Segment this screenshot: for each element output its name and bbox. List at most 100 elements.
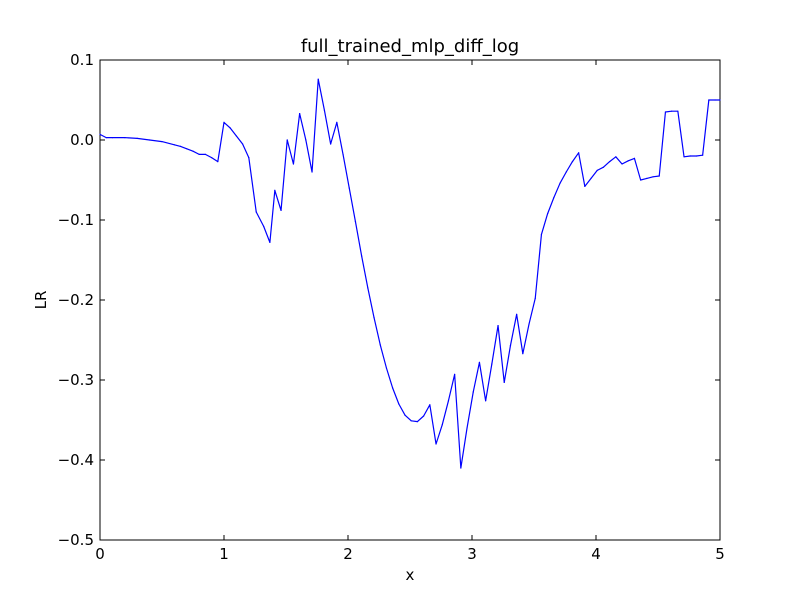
y-tick-label: −0.1 [58, 211, 94, 229]
data-point [509, 345, 512, 347]
data-point [646, 177, 648, 179]
data-point [503, 381, 505, 383]
data-point [111, 137, 113, 139]
data-point [491, 363, 493, 365]
y-tick-label: −0.3 [58, 371, 94, 389]
x-tick-label: 5 [715, 545, 725, 563]
data-point [286, 139, 288, 141]
data-point [565, 171, 567, 173]
data-point [299, 113, 301, 115]
data-point [223, 121, 225, 123]
data-point [627, 160, 629, 162]
data-point [342, 153, 344, 155]
data-point [534, 297, 536, 299]
data-point [229, 127, 231, 129]
data-point [269, 241, 271, 243]
data-point [522, 353, 524, 355]
series-line [99, 78, 720, 469]
y-tick-label: −0.5 [58, 531, 94, 549]
data-point [136, 137, 138, 139]
data-point [354, 221, 357, 223]
data-point [652, 176, 654, 178]
data-point [578, 152, 580, 154]
x-tick-label: 1 [219, 545, 229, 563]
data-point [404, 414, 406, 416]
data-point [379, 344, 381, 346]
data-point [633, 157, 636, 159]
data-point [708, 99, 710, 101]
data-point [410, 420, 412, 422]
y-axis: 0.1 0.0 −0.1 −0.2 −0.3 −0.4 −0.5 [58, 51, 720, 549]
data-point [540, 233, 543, 235]
data-point [466, 427, 468, 429]
data-point [596, 169, 598, 171]
data-point [255, 211, 257, 213]
data-point [689, 155, 691, 157]
x-axis-label: x [406, 566, 415, 584]
data-point [553, 197, 555, 199]
data-point [274, 189, 276, 191]
data-point [677, 110, 679, 112]
data-point [367, 287, 369, 289]
x-axis: 0 1 2 3 4 5 [95, 60, 725, 563]
data-point [719, 99, 721, 101]
data-point [392, 387, 394, 389]
data-point [305, 139, 307, 141]
data-point [192, 150, 194, 152]
data-point [485, 400, 487, 402]
x-tick-label: 2 [343, 545, 353, 563]
data-point [235, 135, 237, 137]
data-point [323, 109, 326, 111]
data-point [435, 443, 437, 445]
data-point [497, 325, 499, 327]
data-point [478, 361, 481, 363]
y-tick-label: 0.1 [70, 51, 94, 69]
data-point [423, 415, 425, 417]
data-point [460, 467, 462, 469]
data-point [217, 161, 219, 163]
data-point [447, 400, 450, 402]
data-point [180, 145, 182, 147]
data-point [330, 143, 332, 145]
data-point [242, 143, 244, 145]
y-tick-label: −0.4 [58, 451, 94, 469]
data-point [99, 133, 101, 135]
data-point [348, 187, 350, 189]
data-point [161, 141, 163, 143]
data-point [658, 175, 660, 177]
y-axis-label: LR [32, 291, 50, 310]
data-point [664, 111, 667, 113]
data-point [385, 367, 388, 369]
data-point [280, 209, 282, 211]
data-point [336, 121, 338, 123]
data-point [173, 144, 175, 146]
x-tick-label: 0 [95, 545, 105, 563]
data-point [186, 148, 188, 150]
data-point [683, 156, 685, 158]
data-point [516, 313, 518, 315]
data-point [248, 157, 250, 159]
data-point [615, 156, 617, 158]
data-point [124, 137, 126, 139]
data-point [559, 182, 561, 184]
data-point [621, 163, 623, 165]
data-point [204, 153, 206, 155]
data-point [398, 403, 400, 405]
data-point [198, 153, 200, 155]
data-point [528, 323, 530, 325]
data-point [292, 163, 295, 165]
data-point [416, 421, 419, 423]
data-point [149, 139, 151, 141]
data-point [702, 154, 704, 156]
data-point [584, 185, 586, 187]
series-points [99, 78, 721, 469]
data-point [429, 404, 431, 406]
data-point [590, 177, 592, 179]
y-tick-label: 0.0 [70, 131, 94, 149]
data-point [454, 373, 456, 375]
data-point [609, 161, 611, 163]
data-point [441, 424, 443, 426]
y-tick-label: −0.2 [58, 291, 94, 309]
data-point [671, 110, 673, 112]
